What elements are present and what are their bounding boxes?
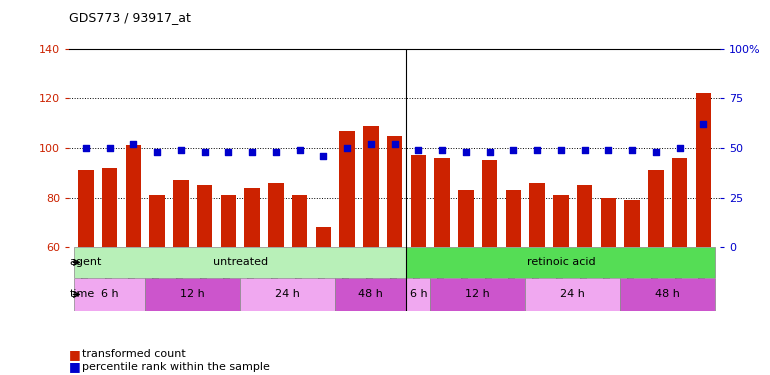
Text: ■: ■ — [69, 360, 81, 373]
Point — [246, 149, 258, 155]
Bar — [672, 158, 688, 247]
Point — [436, 147, 448, 153]
Point — [507, 147, 520, 153]
Bar — [648, 170, 664, 247]
Text: 6 h: 6 h — [101, 290, 119, 300]
Bar — [221, 195, 236, 247]
Point — [175, 147, 187, 153]
Bar — [292, 195, 307, 247]
Bar — [434, 158, 450, 247]
Point — [602, 147, 614, 153]
Bar — [173, 180, 189, 247]
Point — [103, 145, 116, 151]
Bar — [624, 200, 640, 247]
Text: 48 h: 48 h — [359, 290, 383, 300]
Bar — [244, 188, 259, 247]
Bar — [506, 190, 521, 247]
Point — [127, 141, 139, 147]
Text: percentile rank within the sample: percentile rank within the sample — [82, 362, 270, 372]
Bar — [458, 190, 474, 247]
Text: 12 h: 12 h — [180, 290, 205, 300]
Text: 24 h: 24 h — [561, 290, 585, 300]
Text: 24 h: 24 h — [276, 290, 300, 300]
Bar — [407, 247, 715, 278]
Bar — [577, 185, 592, 247]
Bar — [240, 278, 335, 311]
Point — [412, 147, 424, 153]
Point — [460, 149, 472, 155]
Bar — [620, 278, 715, 311]
Bar — [410, 155, 426, 247]
Text: time: time — [70, 290, 95, 300]
Bar — [407, 278, 430, 311]
Bar — [553, 195, 568, 247]
Bar — [74, 278, 146, 311]
Point — [199, 149, 211, 155]
Bar — [525, 278, 620, 311]
Point — [151, 149, 163, 155]
Point — [650, 149, 662, 155]
Point — [674, 145, 686, 151]
Bar — [149, 195, 165, 247]
Bar — [430, 278, 525, 311]
Text: agent: agent — [70, 257, 102, 267]
Bar — [79, 170, 94, 247]
Point — [389, 141, 401, 147]
Point — [626, 147, 638, 153]
Bar — [340, 130, 355, 247]
Point — [697, 121, 709, 127]
Bar — [695, 93, 711, 247]
Point — [223, 149, 235, 155]
Point — [484, 149, 496, 155]
Point — [341, 145, 353, 151]
Bar — [482, 160, 497, 247]
Bar — [197, 185, 213, 247]
Bar — [126, 146, 141, 247]
Text: ■: ■ — [69, 348, 81, 361]
Text: transformed count: transformed count — [82, 350, 186, 359]
Bar — [102, 168, 117, 247]
Point — [531, 147, 544, 153]
Bar — [601, 198, 616, 247]
Bar — [268, 183, 283, 247]
Bar — [530, 183, 545, 247]
Point — [80, 145, 92, 151]
Bar — [387, 135, 403, 247]
Point — [270, 149, 282, 155]
Bar — [335, 278, 407, 311]
Text: 48 h: 48 h — [655, 290, 680, 300]
Text: GDS773 / 93917_at: GDS773 / 93917_at — [69, 11, 191, 24]
Point — [365, 141, 377, 147]
Bar — [74, 247, 407, 278]
Text: retinoic acid: retinoic acid — [527, 257, 595, 267]
Text: untreated: untreated — [213, 257, 268, 267]
Bar — [146, 278, 240, 311]
Text: 12 h: 12 h — [465, 290, 490, 300]
Bar — [363, 126, 379, 247]
Bar — [316, 227, 331, 247]
Point — [293, 147, 306, 153]
Point — [554, 147, 567, 153]
Point — [317, 153, 330, 159]
Text: 6 h: 6 h — [410, 290, 427, 300]
Point — [578, 147, 591, 153]
